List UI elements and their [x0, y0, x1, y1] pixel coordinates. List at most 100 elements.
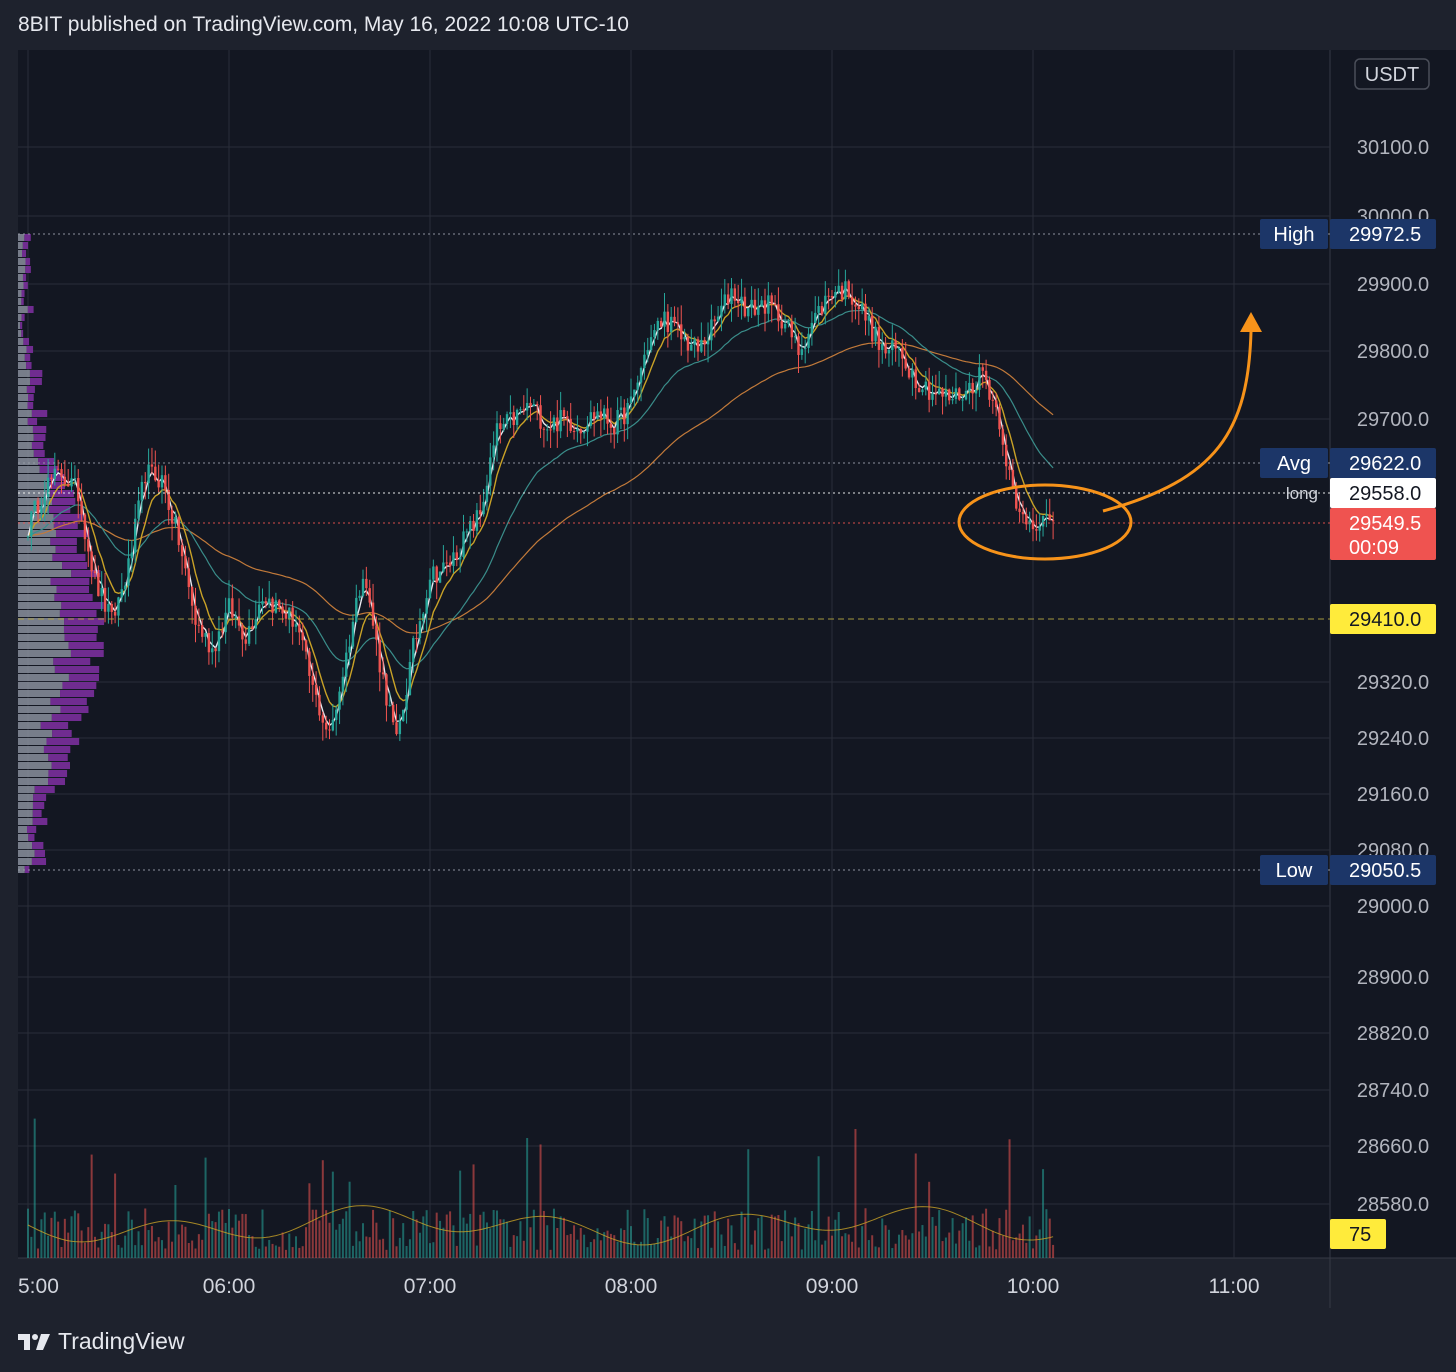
volume-bar — [891, 1248, 894, 1258]
candle-body — [807, 333, 810, 348]
volume-bar — [861, 1226, 864, 1258]
chart-area[interactable]: 30100.0 30000.0 29900.0 29800.0 29700.0 29320… — [18, 50, 1456, 1308]
profile-bar-purple — [28, 834, 35, 841]
time-axis[interactable]: 5:00 06:00 07:00 08:00 09:00 10:00 11:00 — [18, 1275, 1260, 1298]
volume-bar — [767, 1248, 770, 1258]
profile-bar-grey — [18, 850, 35, 857]
volume-bar — [556, 1227, 559, 1258]
candle-body — [127, 558, 130, 586]
profile-bar-purple — [27, 402, 34, 409]
profile-bar-grey — [18, 706, 61, 713]
volume-bar — [241, 1213, 244, 1258]
volume-bar — [100, 1231, 103, 1258]
candle-body — [137, 500, 140, 519]
volume-bar — [442, 1227, 445, 1258]
candle-body — [425, 598, 428, 614]
volume-bar — [998, 1218, 1001, 1258]
volume-bar — [167, 1221, 170, 1258]
volume-bar — [609, 1233, 612, 1258]
candle-body — [361, 578, 365, 596]
candle-body — [365, 578, 368, 589]
candle-body — [914, 369, 917, 389]
candle-body — [817, 306, 820, 313]
profile-bar-purple — [53, 514, 83, 521]
candle-body — [837, 285, 840, 292]
volume-bar — [47, 1235, 50, 1258]
volume-bar — [321, 1160, 324, 1258]
volume-bar — [124, 1235, 127, 1258]
candle-body — [686, 337, 690, 351]
volume-bar — [851, 1241, 854, 1258]
volume-bar — [412, 1211, 415, 1258]
volume-bar — [231, 1227, 234, 1258]
volume-bar — [519, 1221, 522, 1258]
profile-bar-purple — [22, 274, 27, 281]
candle-body — [368, 588, 371, 603]
volume-bar — [938, 1210, 941, 1258]
volume-bar — [723, 1245, 726, 1258]
volume-bar — [90, 1154, 93, 1258]
volume-bar — [630, 1226, 632, 1258]
candle-body — [659, 320, 663, 327]
candle-body — [623, 407, 626, 425]
profile-bar-purple — [38, 458, 55, 465]
candle-body — [271, 598, 274, 613]
candle-body — [710, 319, 713, 341]
candle-body — [274, 600, 278, 613]
price-axis[interactable]: 30100.030000.029900.029800.029700.029320… — [1354, 58, 1430, 1216]
price-tick-label: 28580.0 — [1357, 1194, 1429, 1216]
volume-bar — [355, 1231, 358, 1258]
profile-bar-purple — [48, 770, 68, 777]
volume-bar — [496, 1210, 498, 1258]
volume-bar — [70, 1216, 73, 1258]
volume-bar — [184, 1226, 187, 1258]
volume-bar — [67, 1232, 70, 1258]
volume-bar — [1048, 1218, 1051, 1258]
candle-body — [1001, 429, 1005, 445]
candle-body — [968, 382, 971, 391]
volume-bar — [372, 1209, 375, 1258]
volume-bar — [904, 1235, 907, 1258]
volume-bar — [546, 1225, 549, 1258]
volume-bar — [703, 1215, 706, 1258]
candle-body — [134, 518, 137, 553]
candle-body — [43, 496, 46, 506]
volume-bar — [690, 1238, 693, 1258]
candle-body — [304, 640, 308, 652]
profile-bar-purple — [64, 618, 105, 625]
volume-bar — [730, 1225, 733, 1258]
candle-body — [77, 478, 80, 502]
candle-body — [211, 648, 214, 653]
volume-bar — [328, 1222, 331, 1258]
volume-bar — [462, 1217, 465, 1258]
volume-bar — [408, 1239, 411, 1258]
price-label-box — [1330, 508, 1436, 560]
brand[interactable]: TradingView — [18, 1328, 185, 1355]
profile-bar-purple — [62, 562, 88, 569]
price-tag-label: long — [1286, 484, 1318, 503]
volume-bar — [797, 1222, 800, 1258]
volume-bar — [693, 1218, 696, 1258]
volume-bar — [954, 1243, 957, 1258]
profile-bar-purple — [70, 650, 104, 657]
candle-body — [70, 478, 73, 487]
candle-body — [30, 511, 33, 537]
candle-body — [160, 475, 164, 488]
price-chart[interactable]: 30100.030000.029900.029800.029700.029320… — [18, 50, 1456, 1308]
candle-body — [820, 306, 824, 315]
candle-body — [123, 585, 127, 590]
candle-body — [760, 300, 763, 307]
volume-bar — [566, 1235, 569, 1258]
candle-body — [1005, 444, 1008, 467]
candles — [26, 269, 1055, 742]
volume-bar — [107, 1224, 110, 1258]
price-tick-label: 30100.0 — [1357, 137, 1429, 159]
volume-bar — [884, 1225, 887, 1258]
volume-bar — [1025, 1242, 1028, 1258]
volume-bar — [53, 1211, 56, 1258]
candle-body — [1021, 512, 1025, 515]
volume-bar — [616, 1241, 619, 1258]
candle-body — [676, 322, 680, 325]
candle-body — [46, 477, 50, 497]
candle-body — [268, 598, 271, 604]
